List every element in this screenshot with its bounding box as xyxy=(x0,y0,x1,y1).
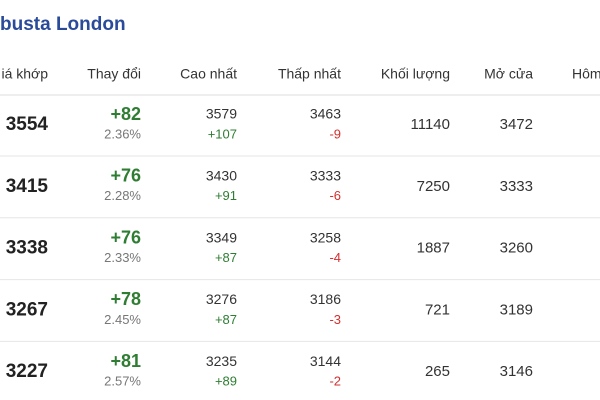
volume: 721 xyxy=(425,301,450,318)
volume: 7250 xyxy=(417,178,450,195)
column-header: iá khớp xyxy=(1,66,48,82)
change: +76 xyxy=(110,166,141,186)
change: +81 xyxy=(110,351,141,371)
change: +82 xyxy=(110,104,141,124)
column-header: Thấp nhất xyxy=(278,66,341,82)
change-percent: 2.36% xyxy=(104,126,141,141)
high-diff: +107 xyxy=(208,126,237,141)
column-header: Hôm xyxy=(572,66,600,82)
change-percent: 2.57% xyxy=(104,374,141,389)
high: 3276 xyxy=(206,291,237,307)
high: 3579 xyxy=(206,106,237,122)
low-diff: -4 xyxy=(329,250,341,265)
change-percent: 2.33% xyxy=(104,250,141,265)
column-header: Cao nhất xyxy=(180,66,237,82)
low-diff: -2 xyxy=(329,374,341,389)
column-header: Khối lượng xyxy=(381,66,450,82)
open: 3472 xyxy=(500,116,533,133)
change: +76 xyxy=(110,227,141,247)
low: 3144 xyxy=(310,353,341,369)
volume: 265 xyxy=(425,363,450,380)
low-diff: -6 xyxy=(329,188,341,203)
last-price: 3554 xyxy=(6,114,49,135)
volume: 11140 xyxy=(411,116,451,133)
open: 3189 xyxy=(500,301,533,318)
last-price: 3338 xyxy=(6,238,48,259)
high-diff: +89 xyxy=(215,374,237,389)
volume: 1887 xyxy=(417,240,450,257)
low: 3258 xyxy=(310,229,341,245)
low: 3463 xyxy=(310,106,341,122)
change: +78 xyxy=(110,289,141,309)
open: 3260 xyxy=(500,240,533,257)
high: 3349 xyxy=(206,229,237,245)
low: 3186 xyxy=(310,291,341,307)
low-diff: -9 xyxy=(329,126,341,141)
open: 3333 xyxy=(500,178,533,195)
last-price: 3267 xyxy=(6,299,48,320)
change-percent: 2.45% xyxy=(104,312,141,327)
high-diff: +91 xyxy=(215,188,237,203)
high-diff: +87 xyxy=(215,312,237,327)
open: 3146 xyxy=(500,363,533,380)
high: 3430 xyxy=(206,168,237,184)
last-price: 3227 xyxy=(6,361,48,382)
high-diff: +87 xyxy=(215,250,237,265)
high: 3235 xyxy=(206,353,237,369)
column-header: Mở cửa xyxy=(484,66,533,82)
last-price: 3415 xyxy=(6,176,49,197)
column-header: Thay đổi xyxy=(87,66,141,82)
change-percent: 2.28% xyxy=(104,188,141,203)
low-diff: -3 xyxy=(329,312,341,327)
low: 3333 xyxy=(310,168,341,184)
table-title: busta London xyxy=(0,14,126,35)
